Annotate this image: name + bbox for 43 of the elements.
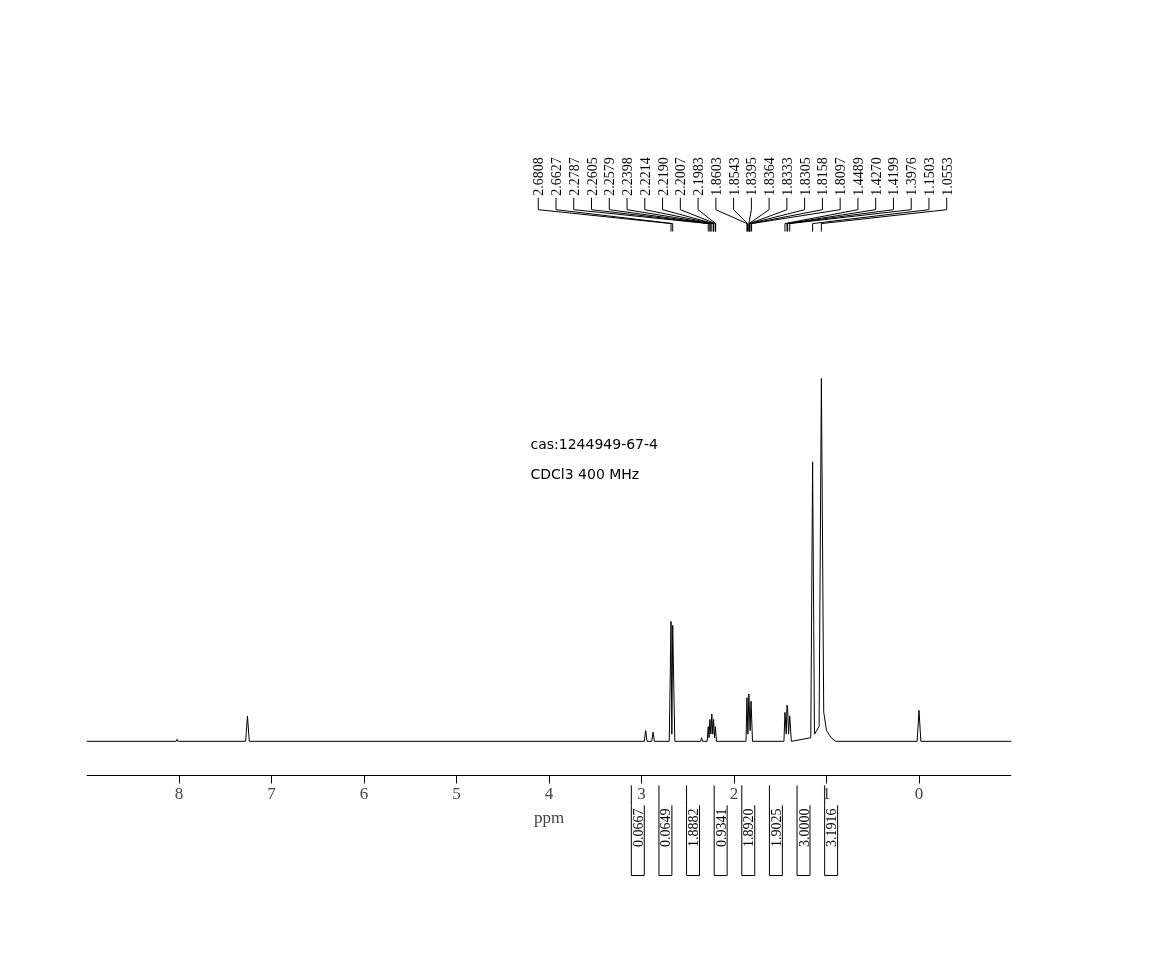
text: 3.0000 bbox=[796, 808, 812, 847]
text: 0.0667 bbox=[630, 808, 646, 847]
annotation: CDCl3 400 MHz bbox=[530, 465, 640, 482]
x-tick-label: 7 bbox=[267, 784, 277, 804]
x-tick-label: 0 bbox=[914, 784, 924, 804]
annotation: 1.1503 bbox=[921, 157, 937, 196]
annotation: 1.8158 bbox=[815, 157, 831, 196]
annotation: 2.2007 bbox=[673, 157, 689, 196]
annotation: 1.4270 bbox=[868, 157, 884, 196]
annotation: 1.0553 bbox=[939, 157, 955, 196]
x-tick-label: 3 bbox=[637, 784, 646, 804]
x-tick-label: 2 bbox=[729, 784, 739, 804]
annotation: 1.8333 bbox=[779, 157, 795, 196]
x-tick-label: 8 bbox=[174, 784, 184, 804]
annotation: 1.3976 bbox=[904, 157, 920, 196]
annotation: 2.2605 bbox=[584, 157, 600, 196]
annotation: 1.8364 bbox=[762, 157, 778, 196]
annotation: 2.2214 bbox=[637, 157, 653, 196]
x-tick-label: 5 bbox=[452, 784, 461, 804]
x-axis-title: ppm bbox=[533, 807, 565, 827]
annotation: 2.2787 bbox=[566, 157, 582, 196]
annotation: 1.8305 bbox=[797, 157, 813, 196]
text: 0.9341 bbox=[713, 808, 729, 847]
annotation: 1.8603 bbox=[708, 157, 724, 196]
annotation: 1.4489 bbox=[850, 157, 866, 196]
annotation: 2.2398 bbox=[620, 157, 636, 196]
text: 1.8882 bbox=[686, 808, 702, 847]
annotation: 2.2579 bbox=[602, 157, 618, 196]
text: 3.1916 bbox=[824, 808, 840, 847]
annotation: 1.8097 bbox=[833, 157, 849, 196]
text: 1.9025 bbox=[768, 808, 784, 847]
annotation: 2.2190 bbox=[655, 157, 671, 196]
x-tick-label: 4 bbox=[544, 784, 554, 804]
annotation: 2.6808 bbox=[531, 157, 547, 196]
annotation: 2.1983 bbox=[691, 157, 707, 196]
text: 0.0649 bbox=[658, 808, 674, 847]
annotation: 1.8395 bbox=[744, 157, 760, 196]
annotation: 2.6627 bbox=[549, 157, 564, 196]
annotation: 1.8543 bbox=[726, 157, 742, 196]
annotation: 1.4199 bbox=[886, 157, 902, 196]
annotation: cas:1244949-67-4 bbox=[530, 435, 659, 452]
x-tick-label: 6 bbox=[359, 784, 369, 804]
text: 1.8920 bbox=[741, 808, 757, 847]
